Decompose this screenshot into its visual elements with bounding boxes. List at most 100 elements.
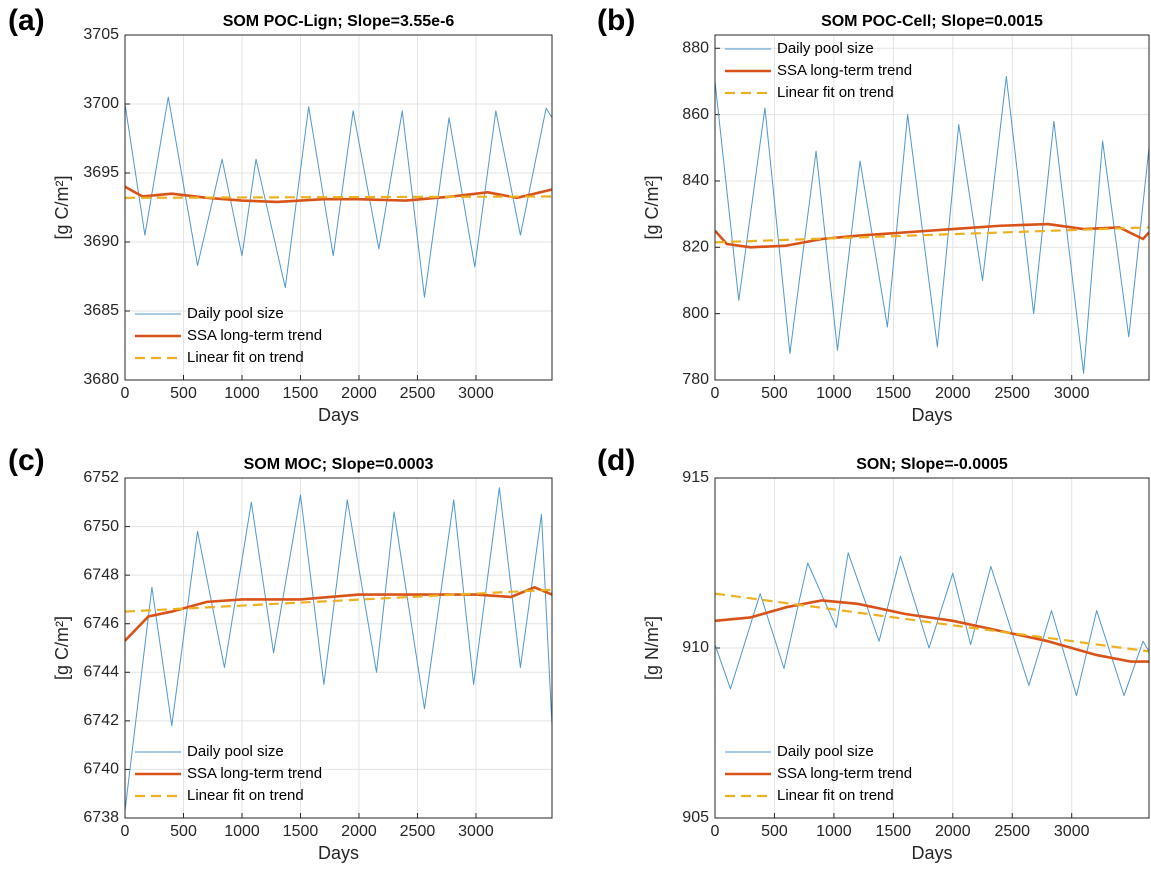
- x-axis-label: Days: [911, 405, 952, 425]
- series-line: [125, 588, 552, 613]
- x-tick-label: 3000: [458, 385, 494, 402]
- legend-label: Daily pool size: [187, 305, 284, 322]
- y-tick-label: 3695: [83, 164, 119, 181]
- x-tick-label: 500: [761, 385, 788, 402]
- x-tick-label: 0: [711, 385, 720, 402]
- y-tick-label: 880: [682, 39, 709, 56]
- x-tick-label: 1500: [876, 385, 912, 402]
- y-axis-label: [g C/m²]: [52, 616, 72, 680]
- legend-label: Daily pool size: [777, 40, 874, 57]
- x-tick-label: 1000: [816, 385, 852, 402]
- plot-area: [125, 35, 552, 380]
- chart-title: SON; Slope=-0.0005: [856, 456, 1008, 473]
- x-tick-label: 2500: [400, 385, 436, 402]
- plot-area: [125, 478, 552, 818]
- panel-label: (d): [597, 444, 635, 477]
- chart-title: SOM POC-Lign; Slope=3.55e-6: [223, 13, 455, 30]
- y-tick-label: 6750: [83, 518, 119, 535]
- chart-title: SOM POC-Cell; Slope=0.0015: [821, 13, 1043, 30]
- x-tick-label: 3000: [458, 823, 494, 840]
- series-line: [715, 222, 1149, 249]
- x-tick-label: 1000: [224, 385, 260, 402]
- panel-label: (c): [8, 444, 45, 477]
- series-line: [715, 599, 1149, 663]
- panel: 0 500 1000 1500 2000 2500 3000 905 910 915 Daily p…: [597, 444, 1150, 863]
- series-line: [125, 195, 552, 199]
- y-tick-label: 915: [682, 469, 709, 486]
- panel: 0 500 1000 1500 2000 2500 3000 780 800 820 840 860 8…: [597, 4, 1150, 425]
- series-line: [125, 585, 552, 642]
- x-tick-label: 0: [711, 823, 720, 840]
- x-tick-label: 1500: [283, 385, 319, 402]
- plot-area: [715, 35, 1149, 380]
- x-axis-label: Days: [318, 843, 359, 863]
- x-tick-label: 0: [121, 823, 130, 840]
- series-line: [715, 552, 1149, 697]
- panel: 0 500 1000 1500 2000 2500 3000 6738 6740 6742 6744…: [8, 444, 553, 863]
- x-axis-label: Days: [911, 843, 952, 863]
- x-tick-label: 2500: [994, 823, 1030, 840]
- axes-box: [124, 477, 553, 819]
- panel-label: (a): [8, 4, 45, 37]
- x-tick-label: 500: [170, 385, 197, 402]
- y-tick-label: 905: [682, 809, 709, 826]
- x-tick-label: 2000: [341, 385, 377, 402]
- x-tick-label: 2500: [994, 385, 1030, 402]
- x-tick-label: 0: [121, 385, 130, 402]
- y-tick-label: 780: [682, 371, 709, 388]
- x-tick-label: 500: [761, 823, 788, 840]
- series-line: [715, 226, 1149, 244]
- y-tick-label: 800: [682, 305, 709, 322]
- x-tick-label: 500: [170, 823, 197, 840]
- legend-label: SSA long-term trend: [187, 327, 322, 344]
- x-tick-label: 1500: [876, 823, 912, 840]
- x-tick-label: 2000: [935, 823, 971, 840]
- x-tick-label: 1500: [283, 823, 319, 840]
- panel-label: (b): [597, 4, 635, 37]
- x-tick-label: 3000: [1054, 823, 1090, 840]
- y-tick-label: 820: [682, 239, 709, 256]
- legend-label: SSA long-term trend: [187, 765, 322, 782]
- x-tick-label: 1000: [816, 823, 852, 840]
- chart-title: SOM MOC; Slope=0.0003: [244, 456, 434, 473]
- y-tick-label: 3690: [83, 233, 119, 250]
- y-tick-label: 3705: [83, 26, 119, 43]
- y-tick-label: 3680: [83, 371, 119, 388]
- x-tick-label: 2500: [400, 823, 436, 840]
- y-tick-label: 6744: [83, 664, 119, 681]
- y-tick-label: 910: [682, 639, 709, 656]
- panel: 0 500 1000 1500 2000 2500 3000 3680 3685 3690 3695…: [8, 4, 553, 425]
- x-tick-label: 3000: [1054, 385, 1090, 402]
- y-axis-label: [g N/m²]: [642, 616, 662, 680]
- legend-label: Linear fit on trend: [777, 84, 894, 101]
- y-axis-label: [g C/m²]: [52, 175, 72, 239]
- y-tick-label: 6742: [83, 712, 119, 729]
- x-axis-label: Days: [318, 405, 359, 425]
- legend-label: Linear fit on trend: [187, 787, 304, 804]
- x-tick-label: 1000: [224, 823, 260, 840]
- y-tick-label: 3685: [83, 302, 119, 319]
- x-tick-label: 2000: [341, 823, 377, 840]
- y-tick-label: 860: [682, 106, 709, 123]
- y-tick-label: 6748: [83, 566, 119, 583]
- y-tick-label: 6740: [83, 761, 119, 778]
- y-tick-label: 840: [682, 172, 709, 189]
- series-line: [125, 96, 552, 298]
- legend-label: Daily pool size: [777, 743, 874, 760]
- y-axis-label: [g C/m²]: [642, 175, 662, 239]
- y-tick-label: 3700: [83, 95, 119, 112]
- x-tick-label: 2000: [935, 385, 971, 402]
- y-tick-label: 6738: [83, 809, 119, 826]
- axes-box: [714, 34, 1150, 381]
- series-line: [715, 75, 1149, 374]
- legend-label: SSA long-term trend: [777, 765, 912, 782]
- y-tick-label: 6752: [83, 469, 119, 486]
- axes-box: [124, 34, 553, 381]
- y-tick-label: 6746: [83, 615, 119, 632]
- legend-label: SSA long-term trend: [777, 62, 912, 79]
- legend-label: Linear fit on trend: [187, 349, 304, 366]
- series-line: [715, 592, 1149, 653]
- axes-box: [714, 477, 1150, 819]
- series-line: [125, 487, 552, 811]
